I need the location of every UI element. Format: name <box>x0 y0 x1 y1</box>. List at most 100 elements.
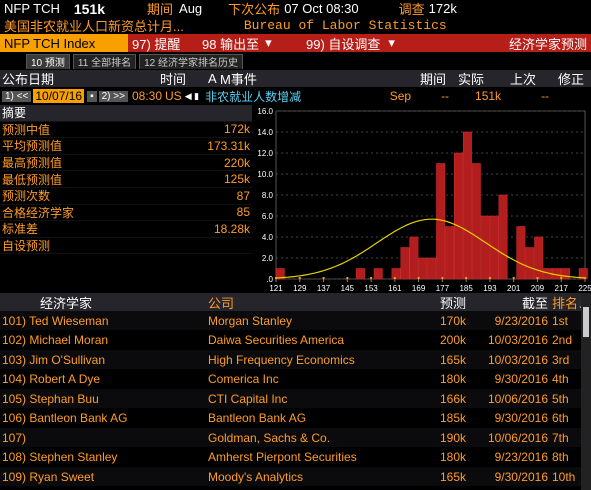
economist-name[interactable]: 106) Bantleon Bank AG <box>2 411 128 425</box>
company-name: Comerica Inc <box>208 372 279 386</box>
summary-label: 最高预测值 <box>2 156 63 171</box>
scrollbar-thumb[interactable] <box>583 307 589 337</box>
event-previous: 151k <box>475 89 502 103</box>
table-row[interactable]: 105) Stephan Buu CTI Capital Inc 166k 10/06… <box>0 389 591 408</box>
as-of-date: 10/06/2016 <box>487 391 548 406</box>
economist-name[interactable]: 108) Stephen Stanley <box>2 450 118 464</box>
event-actual: -- <box>441 89 450 103</box>
col-as-of[interactable]: 截至 <box>521 295 548 311</box>
tab-all-rankings[interactable]: 11 全部排名 <box>72 53 137 69</box>
col-actual[interactable]: 实际 <box>457 72 484 87</box>
x-tick-label: 121 <box>269 284 283 293</box>
economist-name[interactable]: 101) Ted Wieseman <box>2 313 109 328</box>
economist-name[interactable]: 105) Stephan Buu <box>2 391 99 406</box>
x-tick-label: 193 <box>483 284 497 293</box>
summary-value: 173.31k <box>207 138 250 153</box>
economist-name[interactable]: 102) Michael Moran <box>2 333 109 347</box>
histogram-bar <box>400 247 410 280</box>
col-economist[interactable]: 经济学家 <box>40 295 93 311</box>
x-tick-marker <box>298 277 301 279</box>
summary-row-mean: 平均预测值 173.31k <box>0 138 252 155</box>
summary-value: 87 <box>236 188 250 203</box>
tab-forecast[interactable]: 10 预测 <box>26 53 70 69</box>
rank: 2nd <box>552 333 573 347</box>
summary-label: 标准差 <box>2 222 39 237</box>
table-row[interactable]: 103) Jim O'Sullivan High Frequency Econom… <box>0 350 591 369</box>
calendar-icon[interactable]: ▪ <box>87 90 97 102</box>
col-rank[interactable]: 排名↓ <box>550 293 585 311</box>
x-tick-marker <box>584 277 586 279</box>
y-tick-label: 14.0 <box>257 128 273 137</box>
table-row[interactable]: 101) Ted Wieseman Morgan Stanley 170k 9/23/… <box>0 311 591 330</box>
table-row[interactable]: 102) Michael Moran Daiwa Securities Ameri… <box>0 331 591 350</box>
company-name: Moody's Analytics <box>208 469 303 484</box>
survey-value: 172k <box>428 1 457 16</box>
col-time[interactable]: 时间 <box>160 72 187 87</box>
col-forecast[interactable]: 预测 <box>439 295 466 311</box>
x-tick-label: 169 <box>412 284 426 293</box>
rank: 3rd <box>552 352 570 367</box>
company-name: Goldman, Sachs & Co. <box>208 430 331 445</box>
summary-row-custom[interactable]: 自设预测 <box>0 238 252 255</box>
histogram-bar <box>391 268 401 280</box>
event-column-header: 公布日期 时间 A M事件 期间 实际 上次 修正 <box>0 70 591 87</box>
col-period[interactable]: 期间 <box>419 72 446 87</box>
economist-name[interactable]: 104) Robert A Dye <box>2 372 101 386</box>
col-event[interactable]: M事件 <box>220 72 257 87</box>
rank: 10th <box>552 469 576 484</box>
export-button[interactable]: 98 输出至 ▾ <box>198 34 302 52</box>
x-tick-label: 209 <box>531 284 545 293</box>
table-row[interactable]: 109) Ryan Sweet Moody's Analytics 165k 9/30… <box>0 467 591 486</box>
tab-ranking-history[interactable]: 12 经济学家排名历史 <box>139 53 243 69</box>
table-row[interactable]: 106) Bantleon Bank AG Bantleon Bank AG 185… <box>0 409 591 428</box>
date-input[interactable]: 10/07/16 <box>33 89 85 103</box>
y-tick-label: 10.0 <box>257 170 273 179</box>
economist-name[interactable]: 103) Jim O'Sullivan <box>2 352 105 367</box>
summary-value: 18.28k <box>213 221 250 236</box>
security-subheader: 美国非农就业人口新资总计月... Bureau of Labor Statist… <box>0 17 591 33</box>
as-of-date: 9/30/2016 <box>494 372 548 386</box>
y-tick-label: 16.0 <box>257 107 273 116</box>
summary-value: 125k <box>223 172 250 187</box>
rank: 5th <box>552 391 569 406</box>
histogram-bar <box>578 268 588 280</box>
summary-row-stdev: 标准差 18.28k <box>0 221 252 238</box>
event-name[interactable]: 非农就业人数增减 <box>205 89 302 104</box>
table-row[interactable]: 107) Goldman, Sachs & Co. 190k 10/06/2016 7t… <box>0 428 591 447</box>
col-company[interactable]: 公司 <box>208 295 235 311</box>
histogram-bar <box>489 215 499 280</box>
col-publish-date[interactable]: 公布日期 <box>2 72 55 87</box>
col-previous[interactable]: 上次 <box>509 72 536 87</box>
prev-date-button[interactable]: 1) << <box>2 90 32 102</box>
company-name: CTI Capital Inc <box>208 391 288 406</box>
economist-name[interactable]: 107) <box>2 430 27 445</box>
table-row[interactable]: 104) Robert A Dye Comerica Inc 180k 9/30/20… <box>0 370 591 389</box>
summary-row-high: 最高预测值 220k <box>0 155 252 172</box>
survey-label: 调查 <box>398 2 425 17</box>
summary-label: 合格经济学家 <box>2 205 75 220</box>
x-tick-label: 145 <box>341 284 355 293</box>
y-tick-label: 4.0 <box>262 233 274 242</box>
forecast-value: 180k <box>439 372 466 386</box>
histogram-bar <box>525 247 535 280</box>
last-value: 151k <box>73 0 106 17</box>
speaker-icon[interactable]: ◀ ▮ <box>184 90 200 101</box>
next-date-button[interactable]: 2) >> <box>98 90 128 102</box>
tab-bar: 10 预测 11 全部排名 12 经济学家排名历史 <box>0 53 591 69</box>
table-scrollbar[interactable] <box>581 293 591 490</box>
event-time: 08:30 <box>131 89 163 103</box>
alert-button[interactable]: 97) 提醒 <box>128 34 198 52</box>
next-release-value: 07 Oct 08:30 <box>284 1 359 16</box>
table-row[interactable]: 108) Stephen Stanley Amherst Pierpont Sec… <box>0 448 591 467</box>
x-tick-marker <box>465 277 468 279</box>
chevron-down-icon: ▾ <box>265 35 272 50</box>
custom-survey-button[interactable]: 99) 自设调查 ▾ <box>302 34 428 52</box>
y-tick-label: 2.0 <box>262 254 274 263</box>
event-row[interactable]: 1) << 10/07/16 ▪ 2) >> 08:30 US ◀ ▮ 非农就业… <box>0 88 591 104</box>
histogram-bar <box>516 226 526 280</box>
summary-label: 预测次数 <box>2 189 51 204</box>
index-name-field[interactable]: NFP TCH Index <box>0 34 128 52</box>
economist-name[interactable]: 109) Ryan Sweet <box>2 469 95 484</box>
col-revised[interactable]: 修正 <box>557 72 584 87</box>
as-of-date: 9/23/2016 <box>494 450 548 464</box>
